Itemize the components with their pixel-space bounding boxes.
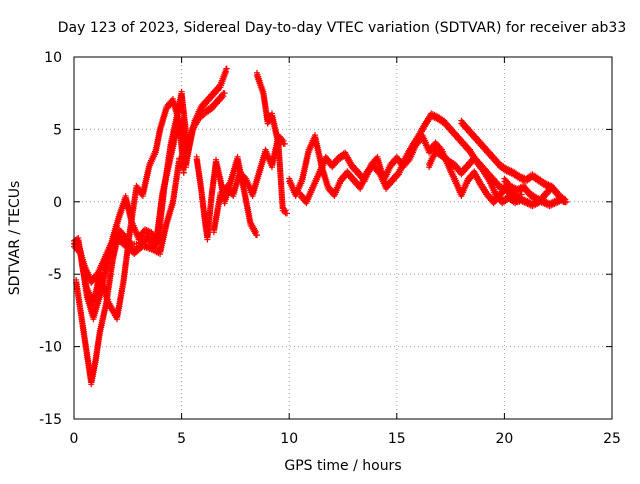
x-axis-label: GPS time / hours bbox=[284, 458, 401, 474]
data-point-marker bbox=[284, 210, 291, 217]
series-arc-9 bbox=[296, 132, 523, 207]
y-tick-label: -10 bbox=[39, 340, 62, 356]
data-point-marker bbox=[281, 140, 288, 147]
data-marks bbox=[71, 65, 570, 388]
y-axis-label: SDTVAR / TECUs bbox=[7, 181, 23, 296]
series-arc-3 bbox=[71, 95, 187, 323]
series-arc-2 bbox=[73, 90, 228, 388]
chart-title: Day 123 of 2023, Sidereal Day-to-day VTE… bbox=[58, 20, 627, 36]
y-tick-label: 0 bbox=[53, 195, 62, 211]
data-point-marker bbox=[220, 93, 227, 100]
x-tick-label: 25 bbox=[603, 431, 621, 447]
data-point-marker bbox=[180, 169, 187, 176]
series-arc-4 bbox=[75, 155, 183, 286]
x-tick-label: 10 bbox=[280, 431, 298, 447]
x-tick-label: 20 bbox=[495, 431, 513, 447]
series-arc-8 bbox=[286, 110, 525, 207]
series-arc-5 bbox=[193, 153, 260, 243]
y-tick-label: -15 bbox=[39, 412, 62, 428]
x-tick-label: 0 bbox=[70, 431, 79, 447]
series-arc-12 bbox=[501, 175, 570, 210]
plot-frame bbox=[73, 56, 613, 420]
data-point-marker bbox=[563, 198, 570, 205]
data-point-marker bbox=[221, 90, 228, 97]
series-arc-1 bbox=[71, 65, 230, 323]
data-point-marker bbox=[223, 65, 230, 72]
data-point-marker bbox=[253, 232, 260, 239]
series-arc-7 bbox=[253, 69, 291, 217]
x-tick-label: 5 bbox=[177, 431, 186, 447]
y-tick-label: 5 bbox=[53, 122, 62, 138]
data-point-marker bbox=[223, 69, 230, 76]
x-tick-label: 15 bbox=[388, 431, 406, 447]
y-tick-label: 10 bbox=[44, 50, 62, 66]
data-point-marker bbox=[176, 155, 183, 162]
y-tick-label: -5 bbox=[48, 267, 62, 283]
